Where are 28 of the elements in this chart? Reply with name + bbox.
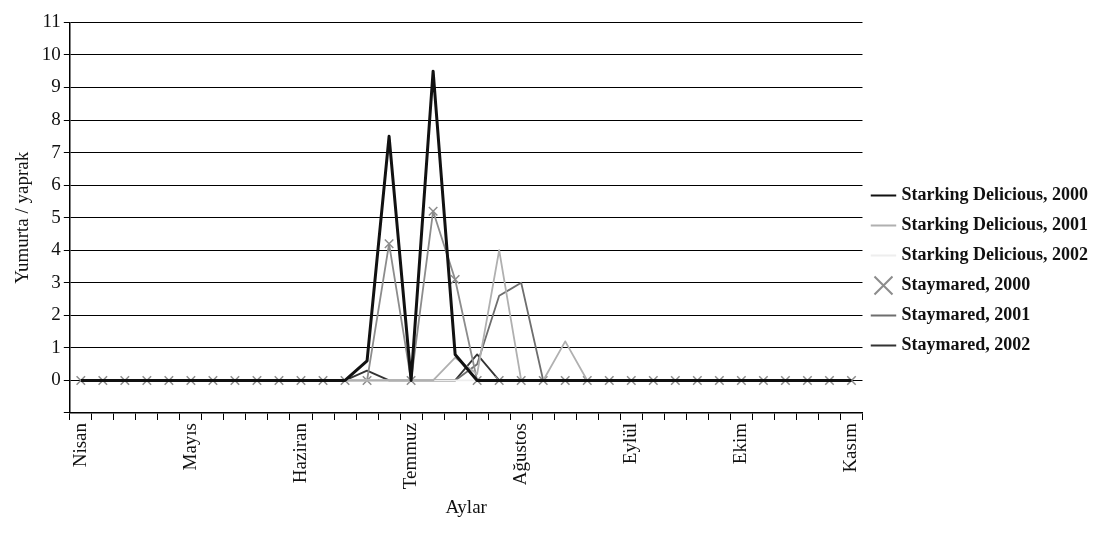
y-axis-title: Yumurta / yaprak (11, 151, 33, 284)
y-tick-label: 11 (42, 10, 61, 32)
y-tick-label: 3 (51, 270, 61, 292)
y-tick-label: 6 (51, 173, 61, 195)
legend-label: Staymared, 2001 (901, 304, 1031, 325)
y-tick-label: 4 (51, 238, 62, 260)
x-tick-label: Haziran (288, 422, 310, 484)
x-axis-title: Aylar (445, 495, 488, 517)
x-tick-label: Mayıs (178, 423, 200, 471)
x-tick-label: Kasım (839, 422, 861, 473)
legend-label: Starking Delicious, 2002 (901, 244, 1088, 265)
x-tick-label: Eylül (619, 423, 641, 465)
legend-label: Staymared, 2002 (901, 334, 1031, 355)
x-tick-label: Nisan (68, 422, 90, 468)
x-tick-label: Ekim (729, 422, 751, 465)
legend-label: Staymared, 2000 (901, 274, 1031, 295)
y-tick-label: 9 (51, 75, 61, 97)
y-tick-label: 2 (51, 303, 61, 325)
x-tick-label: Ağustos (509, 423, 531, 486)
y-tick-label: 7 (51, 140, 61, 162)
x-tick-label: Temmuz (399, 423, 421, 490)
legend-label: Starking Delicious, 2000 (901, 184, 1088, 205)
y-tick-label: 10 (41, 42, 61, 64)
y-tick-label: 0 (51, 368, 61, 390)
y-tick-label: 5 (51, 205, 61, 227)
y-tick-label: 1 (51, 335, 61, 357)
y-tick-label: 8 (51, 108, 61, 130)
legend-label: Starking Delicious, 2001 (901, 214, 1088, 235)
